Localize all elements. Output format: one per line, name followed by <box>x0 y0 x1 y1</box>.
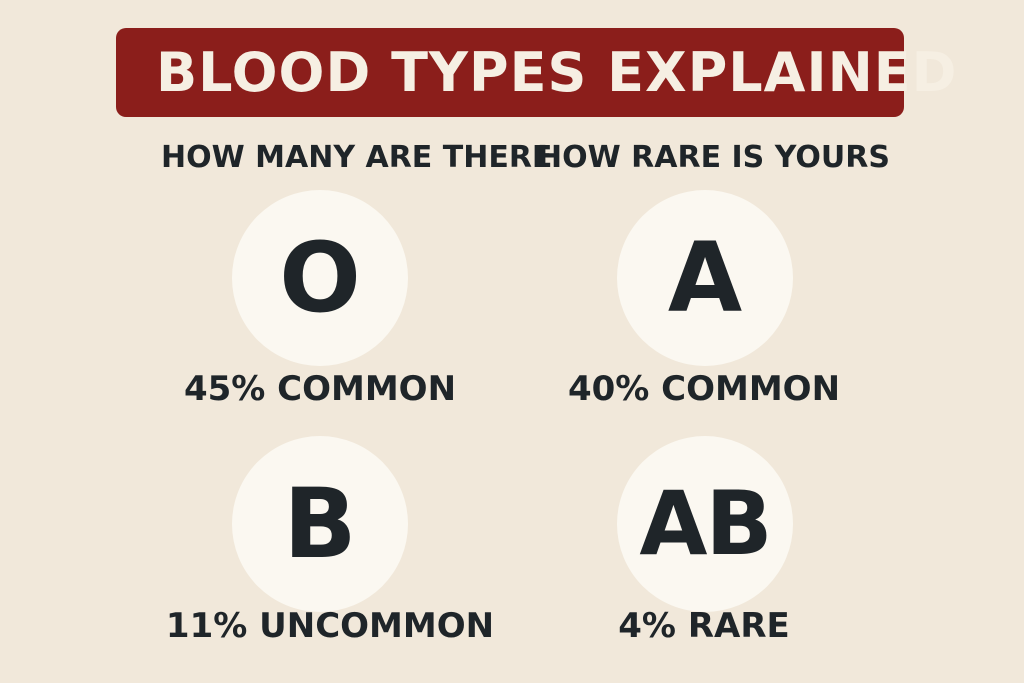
blood-type-o-stat: 45% COMMON <box>183 369 457 409</box>
blood-type-a-label: A <box>667 222 743 334</box>
blood-type-ab-circle: AB <box>617 436 793 612</box>
blood-type-ab-stat: 4% RARE <box>618 606 790 646</box>
blood-type-ab-label: AB <box>639 472 772 575</box>
page-title: BLOOD TYPES EXPLAINED <box>156 41 958 104</box>
blood-type-b-stat: 11% UNCOMMON <box>165 606 495 646</box>
subheading-how-many: HOW MANY ARE THERE <box>161 140 553 175</box>
subheading-how-rare: HOW RARE IS YOURS <box>537 140 890 175</box>
blood-type-a-stat: 40% COMMON <box>567 369 841 409</box>
blood-type-a-circle: A <box>617 190 793 366</box>
blood-type-b-label: B <box>283 468 357 580</box>
title-banner: BLOOD TYPES EXPLAINED <box>116 28 956 117</box>
blood-type-o-circle: O <box>232 190 408 366</box>
blood-type-b-circle: B <box>232 436 408 612</box>
blood-type-o-label: O <box>279 222 361 334</box>
